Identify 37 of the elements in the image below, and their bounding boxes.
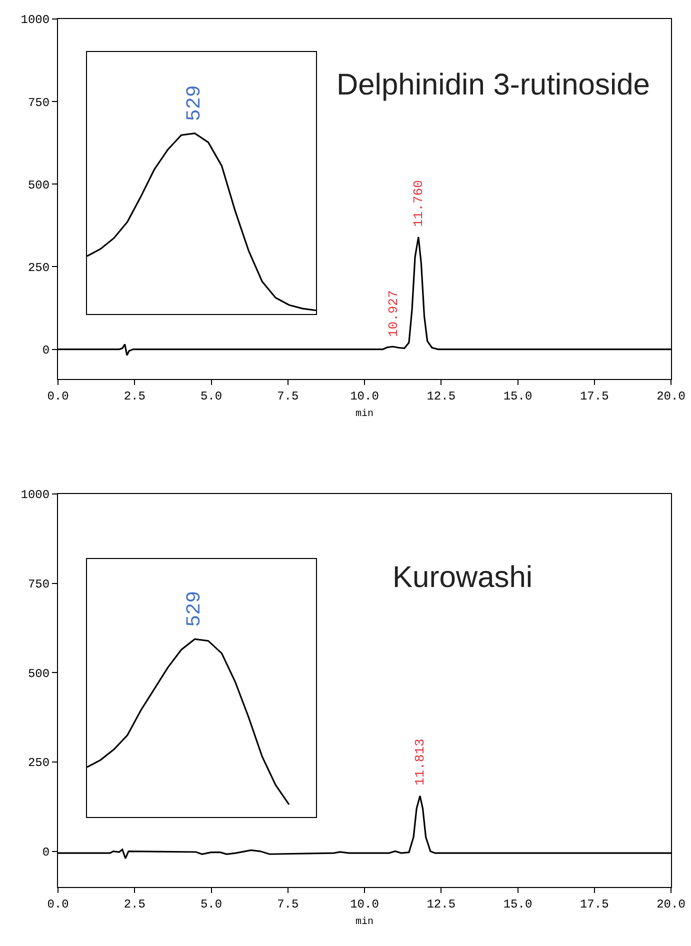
y-tick-label: 1000 — [20, 13, 50, 28]
x-tick-label: 15.0 — [503, 389, 532, 404]
x-tick-label: 12.5 — [426, 389, 456, 404]
x-tick-label: 7.5 — [277, 389, 299, 404]
x-tick-label: 2.5 — [124, 389, 146, 404]
x-tick-label: 5.0 — [200, 897, 222, 912]
x-tick-label: 17.5 — [580, 897, 609, 912]
x-axis-title: min — [355, 408, 374, 420]
annotation: 11.813 — [412, 738, 428, 786]
y-tick-label: 750 — [28, 578, 50, 592]
annotation: 10.927 — [386, 290, 401, 338]
x-tick-label: 10.0 — [350, 897, 379, 912]
x-tick-label: 2.5 — [124, 897, 146, 912]
y-tick-label: 750 — [28, 96, 50, 110]
x-tick-label: 17.5 — [580, 389, 609, 404]
annotation: 11.760 — [410, 180, 426, 227]
y-tick-label: 500 — [28, 178, 50, 192]
annotation: 529 — [183, 85, 206, 122]
x-tick-label: 20.0 — [656, 897, 686, 912]
annotation: 529 — [184, 590, 207, 627]
x-tick-label: 12.5 — [426, 897, 456, 912]
x-tick-label: 0.0 — [47, 897, 69, 912]
x-tick-label: 7.5 — [277, 897, 299, 912]
x-tick-label: 10.0 — [350, 389, 379, 404]
y-tick-label: 0 — [42, 343, 50, 358]
x-tick-label: 5.0 — [200, 389, 222, 404]
y-tick-label: 500 — [28, 666, 50, 681]
text: Kurowashi — [392, 561, 533, 594]
text: Delphinidin 3-rutinoside — [336, 68, 650, 102]
x-axis-title: min — [355, 916, 374, 928]
y-tick-label: 250 — [28, 260, 50, 275]
x-tick-label: 20.0 — [656, 389, 686, 404]
y-tick-label: 1000 — [20, 488, 50, 502]
x-tick-label: 0.0 — [47, 389, 69, 404]
x-tick-label: 15.0 — [503, 897, 532, 912]
y-tick-label: 0 — [42, 845, 50, 860]
y-tick-label: 250 — [28, 756, 50, 770]
